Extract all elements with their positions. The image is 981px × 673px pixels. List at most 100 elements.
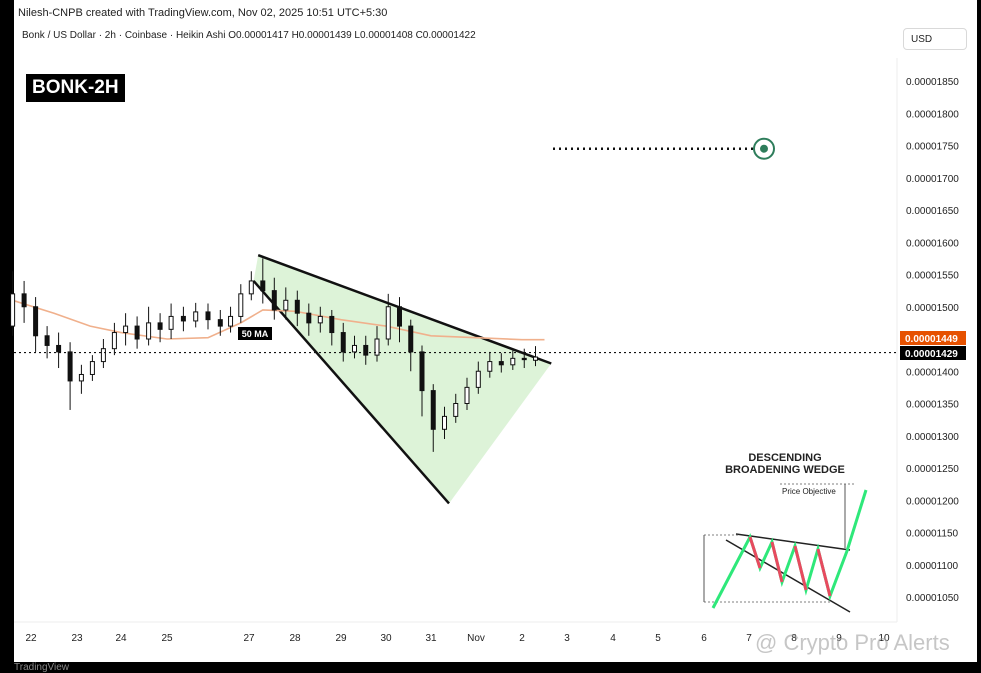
candle-body: [340, 332, 346, 353]
inset-title-2: BROADENING WEDGE: [725, 464, 845, 476]
price-tick-label: 0.00001700: [906, 174, 959, 185]
candle-body: [294, 299, 300, 314]
candle: [67, 342, 73, 410]
watermark: @ Crypto Pro Alerts: [755, 630, 950, 655]
candle: [238, 284, 244, 323]
candle: [363, 335, 369, 365]
candle: [430, 384, 436, 452]
candle-body: [21, 293, 27, 308]
price-tick-label: 0.00001500: [906, 303, 959, 314]
candle: [56, 332, 62, 369]
candle: [352, 335, 357, 359]
candle-body: [89, 361, 95, 375]
pattern-inset: DESCENDING BROADENING WEDGE Price Object…: [697, 440, 877, 618]
price-tick-label: 0.00001300: [906, 432, 959, 443]
candle-body: [498, 361, 504, 366]
time-tick-label: 29: [335, 633, 347, 644]
ma-50-path: [12, 299, 545, 341]
candle: [260, 258, 266, 304]
price-tick-label: 0.00001550: [906, 271, 959, 282]
target-projection: [553, 137, 775, 160]
price-tick-label: 0.00001600: [906, 238, 959, 249]
currency-button[interactable]: USD: [903, 28, 967, 50]
candle-body: [419, 351, 425, 392]
candle-body: [271, 290, 277, 311]
ma-price-text: 0.00001449: [905, 334, 958, 345]
time-tick-label: 3: [564, 633, 570, 644]
candle: [475, 361, 481, 394]
candle: [329, 309, 335, 346]
candle: [89, 355, 95, 381]
bottom-branding: TradingView: [14, 662, 70, 673]
candle-body: [78, 373, 84, 382]
candle-body: [157, 322, 163, 330]
candle-body: [385, 306, 391, 340]
candle: [385, 293, 391, 346]
ma-price-badge: 0.00001449: [900, 331, 966, 345]
candle-body: [352, 344, 357, 353]
inset-upper-line: [735, 533, 851, 551]
time-axis[interactable]: 22 23 24 25 27 28 29 30 31 Nov 2 3 4 5 6 7 8 9 10: [25, 633, 890, 644]
candle: [340, 322, 346, 362]
candle-body: [453, 403, 459, 417]
candle-body: [510, 357, 516, 366]
candle: [453, 393, 459, 423]
time-tick-label: 24: [115, 633, 127, 644]
candle: [168, 303, 174, 339]
candle-body: [521, 357, 527, 361]
candle: [464, 377, 470, 410]
price-axis[interactable]: 0.00001850 0.00001800 0.00001750 0.00001700…: [906, 77, 959, 604]
time-tick-label: 30: [380, 633, 392, 644]
symbol-info-line: Bonk / US Dollar · 2h · Coinbase · Heiki…: [22, 30, 476, 41]
candle-body: [10, 293, 16, 327]
candle-body: [306, 312, 312, 324]
candle-body: [180, 315, 186, 322]
current-price-badge: 0.00001429: [900, 346, 966, 360]
price-tick-label: 0.00001200: [906, 496, 959, 507]
candle-body: [430, 390, 436, 430]
candle-body: [146, 322, 152, 340]
time-tick-label: 4: [610, 633, 616, 644]
time-tick-label: 6: [701, 633, 707, 644]
candle: [228, 306, 234, 333]
price-tick-label: 0.00001650: [906, 206, 959, 217]
candle: [419, 345, 425, 417]
candle-body: [100, 348, 106, 363]
inset-red-leg-3: [793, 545, 808, 591]
candle: [205, 303, 211, 330]
price-tick-label: 0.00001100: [906, 561, 959, 572]
candle: [408, 319, 414, 372]
ma-50-line: [12, 299, 545, 341]
candle-body: [317, 315, 323, 324]
ma-label: 50 MA: [238, 327, 272, 340]
candle-body: [228, 315, 234, 327]
candle-body: [168, 315, 174, 330]
candle-body: [408, 325, 414, 353]
candle: [78, 364, 84, 394]
time-tick-label: 10: [878, 633, 890, 644]
candle: [306, 303, 312, 336]
candle-body: [56, 344, 62, 353]
time-tick-label: 7: [746, 633, 752, 644]
inset-lower-line: [725, 539, 851, 613]
candle-body: [44, 335, 50, 346]
candle-body: [475, 370, 481, 388]
candle: [111, 322, 117, 356]
candle: [521, 348, 527, 369]
inset-red-leg-2: [770, 541, 784, 583]
candle-body: [487, 361, 493, 372]
candle-body: [123, 325, 129, 334]
candle: [271, 277, 277, 320]
candle-body: [217, 319, 223, 327]
candle: [498, 353, 504, 373]
time-tick-label: 28: [289, 633, 301, 644]
candle-body: [533, 356, 538, 361]
inset-objective-text: Price Objective: [782, 487, 836, 496]
created-with-line: Nilesh-CNPB created with TradingView.com…: [18, 7, 388, 19]
candle-body: [363, 344, 369, 356]
candle-body: [111, 332, 117, 350]
time-tick-label: 9: [836, 633, 842, 644]
time-tick-label: 25: [161, 633, 173, 644]
